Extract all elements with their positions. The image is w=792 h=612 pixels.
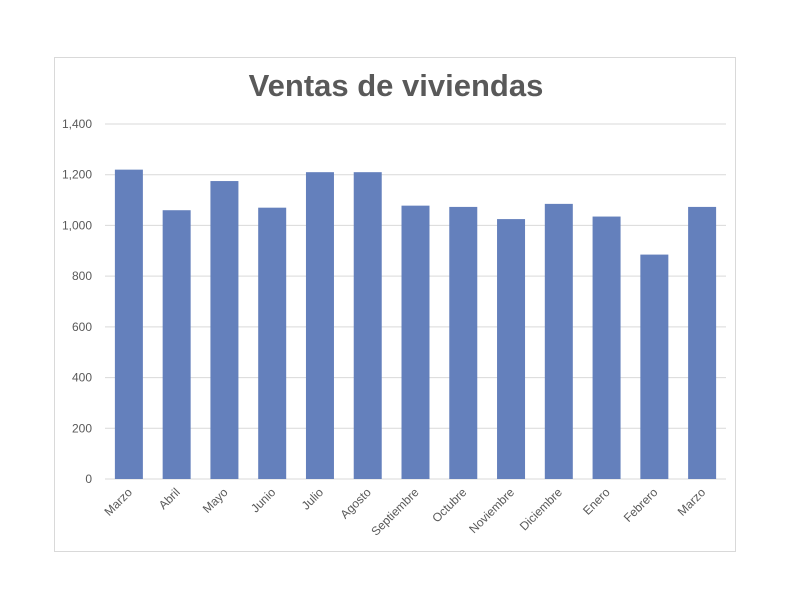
bar: [688, 206, 717, 480]
y-tick-label: 1,400: [62, 117, 92, 131]
bar: [449, 206, 478, 480]
bar: [210, 181, 239, 479]
x-tick-label: Marzo: [102, 485, 136, 519]
x-tick-label: Abril: [156, 485, 183, 512]
x-tick-label: Diciembre: [517, 485, 565, 533]
bar: [305, 172, 334, 479]
x-tick-label: Octubre: [429, 485, 469, 525]
bar: [640, 254, 669, 479]
bar: [401, 205, 430, 479]
bar: [162, 210, 191, 479]
y-tick-label: 1,200: [62, 168, 92, 182]
y-tick-label: 800: [72, 269, 92, 283]
x-tick-label: Noviembre: [466, 485, 517, 536]
bar: [544, 203, 573, 479]
x-axis-ticks: Marzo Abril Mayo Junio Julio AgostoSeptiembre…: [102, 485, 709, 539]
x-tick-label: Septiembre: [368, 485, 422, 539]
x-tick-label: Julio: [299, 485, 327, 513]
bar: [114, 169, 143, 479]
x-tick-label: Febrero: [621, 485, 661, 525]
y-tick-label: 1,000: [62, 218, 92, 232]
y-tick-label: 400: [72, 371, 92, 385]
y-tick-label: 200: [72, 421, 92, 435]
x-tick-label: Junio: [248, 485, 278, 515]
y-axis-ticks: 0 200 400 600 800 1,000 1,200 1,400: [62, 117, 92, 486]
y-tick-label: 0: [85, 472, 92, 486]
x-tick-label: Marzo: [675, 485, 709, 519]
bar: [592, 216, 621, 479]
bars: [114, 169, 717, 480]
x-tick-label: Mayo: [200, 485, 231, 516]
bar: [497, 219, 526, 479]
y-tick-label: 600: [72, 320, 92, 334]
bar: [353, 172, 382, 479]
x-tick-label: Agosto: [338, 485, 375, 522]
bar: [258, 207, 287, 479]
x-tick-label: Enero: [580, 485, 613, 518]
chart-title: Ventas de viviendas: [248, 68, 544, 103]
